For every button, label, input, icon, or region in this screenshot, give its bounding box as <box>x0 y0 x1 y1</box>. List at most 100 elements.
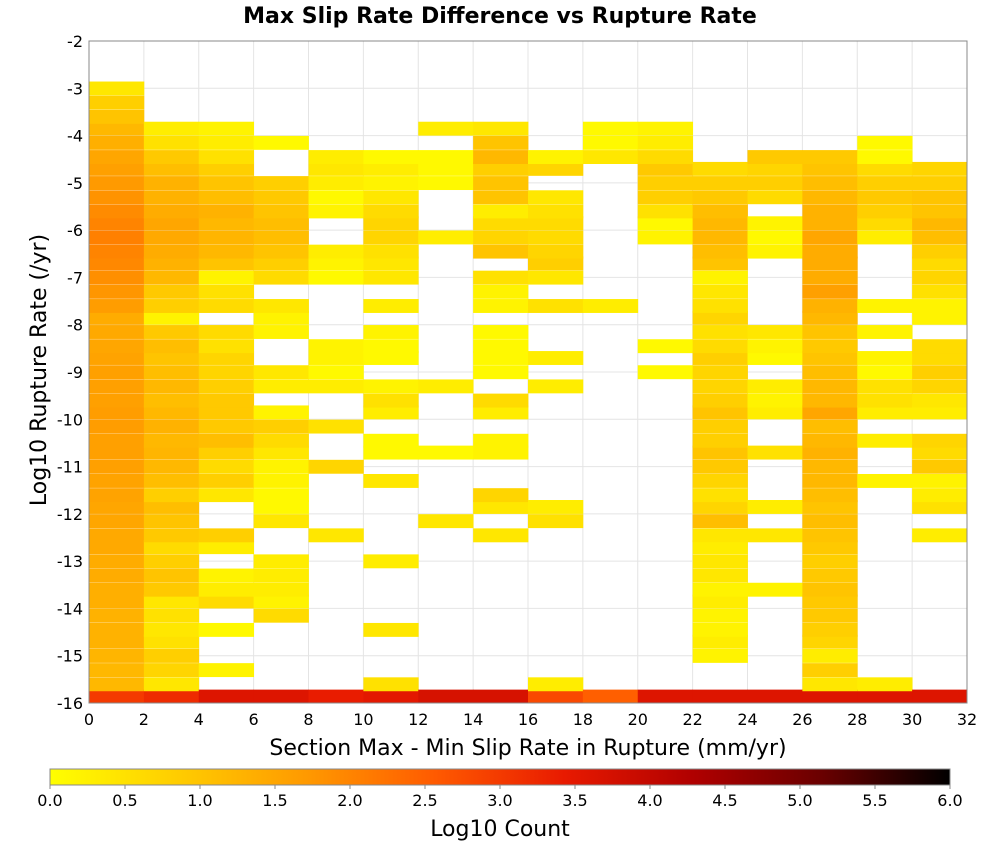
x-tick-label: 0 <box>84 710 94 729</box>
heatmap-cell <box>363 433 419 448</box>
heatmap-cell <box>198 204 255 219</box>
heatmap-cell <box>802 433 858 448</box>
heatmap-cell <box>637 216 694 231</box>
heatmap-cell <box>363 216 419 231</box>
heatmap-cell <box>692 351 748 365</box>
heatmap-cell <box>363 176 419 191</box>
heatmap-cell <box>473 689 529 704</box>
chart-title: Max Slip Rate Difference vs Rupture Rate <box>243 4 757 29</box>
heatmap-cell <box>253 445 309 460</box>
heatmap-cell <box>89 230 145 245</box>
heatmap-cell <box>143 582 200 597</box>
heatmap-cell <box>857 190 913 205</box>
heatmap-cell <box>198 351 255 365</box>
heatmap-cell <box>89 433 145 448</box>
heatmap-cell <box>802 540 858 555</box>
heatmap-cell <box>747 176 803 191</box>
heatmap-cell <box>528 677 584 692</box>
heatmap-cell <box>802 622 858 637</box>
heatmap-cell <box>692 365 748 380</box>
heatmap-cell <box>528 514 584 529</box>
heatmap-cell <box>857 351 913 365</box>
heatmap-cell <box>692 339 748 354</box>
heatmap-cell <box>89 405 145 420</box>
x-tick-label: 14 <box>463 710 483 729</box>
heatmap-cell <box>418 689 474 704</box>
heatmap-cell <box>802 405 858 420</box>
heatmap-cell <box>857 176 913 191</box>
heatmap-cell <box>143 528 200 543</box>
heatmap-cell <box>692 405 748 420</box>
heatmap-cell <box>143 568 200 583</box>
heatmap-cell <box>253 608 309 623</box>
heatmap-cell <box>747 393 803 408</box>
heatmap-cell <box>143 135 200 150</box>
heatmap-cell <box>143 405 200 420</box>
heatmap-cell <box>473 284 529 299</box>
x-tick-label: 22 <box>682 710 702 729</box>
colorbar-tick-label: 5.0 <box>787 791 812 810</box>
heatmap-cell <box>912 244 968 259</box>
heatmap-cell <box>308 419 364 434</box>
heatmap-cell <box>89 622 145 637</box>
colorbar-label: Log10 Count <box>430 817 570 842</box>
heatmap-cell <box>747 190 803 205</box>
heatmap-cell <box>198 121 255 136</box>
heatmap-cell <box>692 474 748 488</box>
y-tick-label: -6 <box>67 221 83 240</box>
heatmap-cell <box>253 244 309 259</box>
heatmap-cell <box>637 230 694 245</box>
y-tick-label: -14 <box>57 599 83 618</box>
heatmap-cell <box>308 244 364 259</box>
y-axis-label: Log10 Rupture Rate (/yr) <box>27 234 52 506</box>
heatmap-cell <box>308 190 364 205</box>
heatmap-cell <box>473 176 529 191</box>
heatmap-cell <box>198 270 255 285</box>
heatmap-cell <box>198 488 255 503</box>
x-tick-label: 16 <box>518 710 538 729</box>
heatmap-cell <box>528 689 584 704</box>
heatmap-cell <box>143 634 200 649</box>
heatmap-cell <box>363 405 419 420</box>
heatmap-cell <box>637 150 694 165</box>
heatmap-cell <box>198 284 255 299</box>
y-axis-ticks: -16 -15 -14 -13 -12 -11 -10 -9 -8 -7 -6 -5 -4 -3 -2 <box>57 32 83 713</box>
heatmap-cell <box>253 689 309 704</box>
heatmap-cell <box>582 135 639 150</box>
heatmap-cell <box>143 176 200 191</box>
heatmap-cell <box>802 230 858 245</box>
heatmap-cell <box>198 445 255 460</box>
heatmap-cell <box>637 339 694 354</box>
heatmap-cell <box>637 190 694 205</box>
heatmap-cell <box>89 325 145 339</box>
heatmap-cell <box>89 81 145 96</box>
heatmap-cell <box>89 608 145 623</box>
x-tick-label: 8 <box>303 710 313 729</box>
heatmap-cell <box>253 365 309 380</box>
heatmap-cell <box>308 351 364 365</box>
x-tick-label: 28 <box>847 710 867 729</box>
x-tick-label: 24 <box>737 710 757 729</box>
heatmap-cell <box>692 622 748 637</box>
heatmap-cell <box>637 204 694 219</box>
heatmap-cell <box>692 568 748 583</box>
heatmap-cell <box>802 339 858 354</box>
heatmap-cell <box>473 528 529 543</box>
heatmap-cell <box>582 299 639 313</box>
heatmap-cell <box>89 299 145 313</box>
heatmap-cell <box>692 488 748 503</box>
heatmap-cell <box>89 365 145 380</box>
heatmap-cell <box>418 514 474 529</box>
x-axis-ticks: 0 2 4 6 8 10 12 14 16 18 20 22 24 26 28 30 32 <box>84 710 977 729</box>
heatmap-cell <box>253 325 309 339</box>
heatmap-cell <box>692 270 748 285</box>
heatmap-cell <box>143 677 200 692</box>
heatmap-cell <box>528 379 584 394</box>
heatmap-cell <box>912 379 968 394</box>
heatmap-cell <box>802 594 858 609</box>
heatmap-cell <box>143 540 200 555</box>
y-tick-label: -2 <box>67 32 83 51</box>
heatmap-cell <box>198 622 255 637</box>
heatmap-cell <box>198 216 255 231</box>
